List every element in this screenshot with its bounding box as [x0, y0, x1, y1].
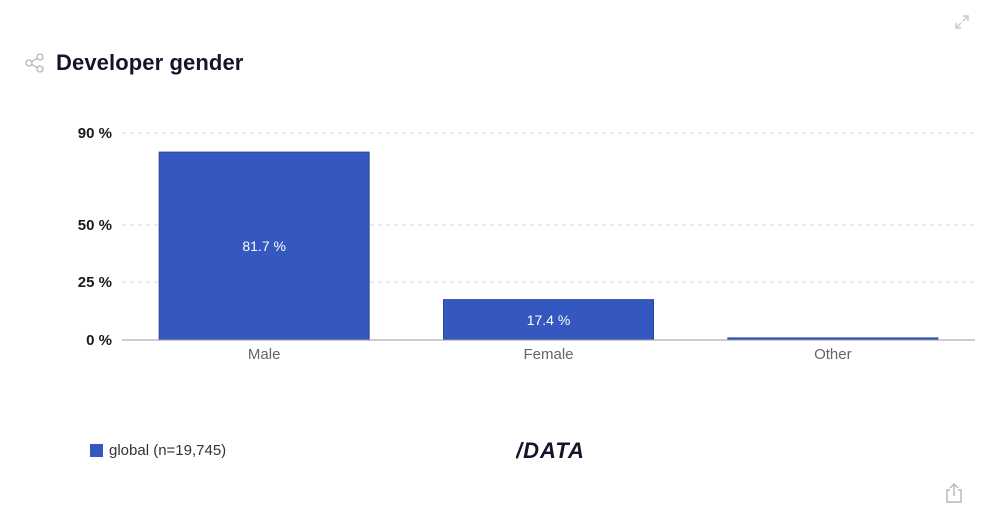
legend-label: global (n=19,745): [109, 442, 227, 459]
data-logo: /DATA: [516, 438, 585, 462]
legend-swatch: [90, 444, 103, 457]
x-tick-label: Female: [523, 346, 573, 363]
y-tick-label: 25 %: [78, 274, 112, 291]
legend-item-global[interactable]: global (n=19,745): [90, 442, 226, 459]
expand-icon[interactable]: [954, 14, 970, 30]
data-label: 81.7 %: [242, 238, 286, 254]
svg-text:/DATA: /DATA: [516, 438, 585, 462]
y-tick-label: 0 %: [86, 332, 112, 349]
export-icon[interactable]: [944, 482, 964, 504]
share-icon[interactable]: [24, 52, 46, 74]
bar-male: [158, 151, 370, 341]
x-tick-label: Other: [814, 346, 852, 363]
data-label: 17.4 %: [527, 312, 571, 328]
bar-female: [443, 299, 654, 341]
chart-title: Developer gender: [56, 50, 244, 75]
chart-header: Developer gender: [24, 50, 243, 76]
x-tick-label: Male: [248, 346, 281, 363]
y-tick-label: 90 %: [78, 125, 112, 142]
y-tick-label: 50 %: [78, 217, 112, 234]
bar-chart: 0 % 25 % 50 % 90 % 81.7 % Male 17.4 % Female Oth…: [78, 125, 975, 363]
